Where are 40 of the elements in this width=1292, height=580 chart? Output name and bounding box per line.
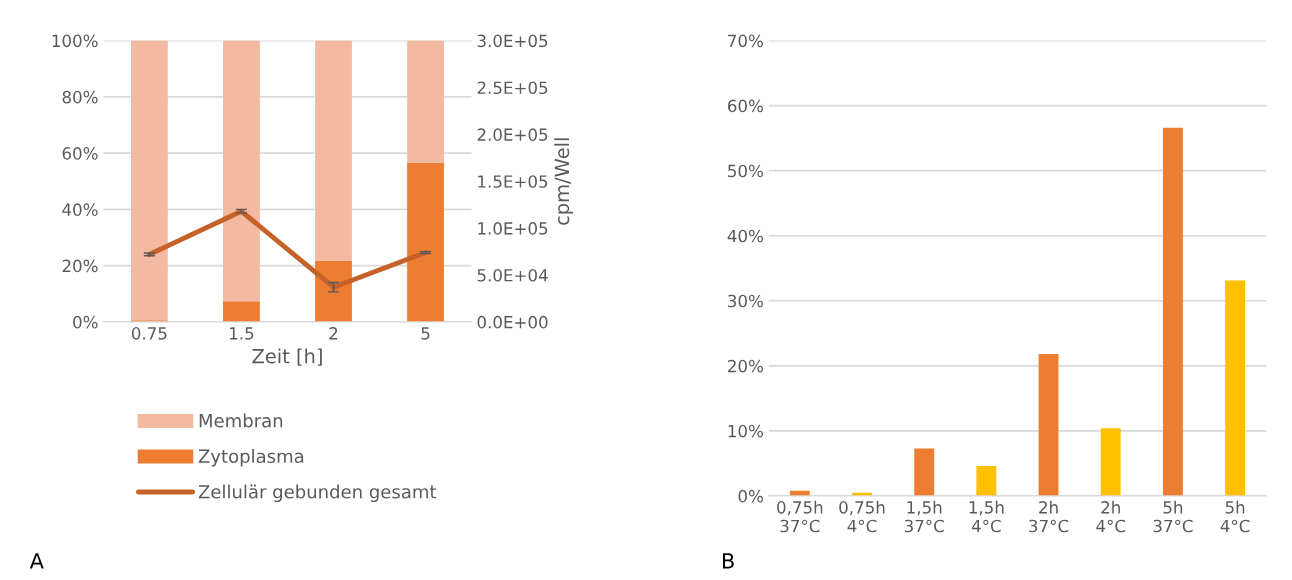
x-tick-label: 1,5h 37°C (904, 500, 944, 533)
y-tick-label: 20% (728, 359, 763, 373)
y2-tick-label: 2.5E+05 (477, 81, 548, 95)
y-tick-label: 40% (62, 203, 98, 216)
y-tick-label: 60% (728, 99, 763, 113)
x-tick-label: 1,5h 4°C (969, 500, 1004, 533)
y2-axis-title: cpm/Well (554, 138, 574, 225)
y-tick-label: 30% (728, 294, 763, 308)
legend-label: Membran (199, 413, 283, 428)
x-tick-label: 1.5 (230, 327, 254, 340)
x-tick-label: 0,75h 37°C (777, 500, 823, 533)
y-tick-label: 70% (728, 34, 763, 48)
y-tick-label: 60% (62, 147, 98, 160)
y2-tick-label: 1.5E+05 (478, 175, 548, 188)
x-tick-label: 5 (421, 327, 430, 340)
x-tick-label: 0.75 (131, 327, 167, 340)
x-tick-label: 2h 4°C (1096, 500, 1126, 533)
x-tick-label: 5h 37°C (1153, 500, 1193, 533)
text: A (29, 553, 44, 569)
y-tick-label: 10% (728, 424, 763, 438)
y2-tick-label: 1.0E+05 (478, 222, 548, 235)
y-tick-label: 80% (62, 90, 98, 104)
y-tick-label: 0% (73, 315, 98, 329)
legend-label: Zytoplasma (198, 449, 304, 467)
y-tick-label: 0% (738, 489, 763, 503)
x-tick-label: 2 (329, 327, 338, 340)
y-tick-label: 20% (62, 259, 98, 273)
y2-tick-label: 3.0E+05 (477, 34, 548, 48)
text: B (722, 553, 734, 569)
y-tick-label: 100% (52, 34, 98, 48)
y2-tick-label: 5.0E+04 (477, 268, 548, 282)
x-tick-label: 5h 4°C (1220, 500, 1250, 533)
x-axis-title: Zeit [h] (252, 348, 322, 366)
y-tick-label: 40% (727, 229, 763, 243)
y2-tick-label: 2.0E+05 (477, 128, 548, 141)
x-tick-label: 2h 37°C (1029, 500, 1069, 533)
y2-tick-label: 0.0E+00 (477, 315, 548, 329)
y-tick-label: 50% (728, 164, 763, 178)
x-tick-label: 0,75h 4°C (839, 500, 885, 533)
legend-label: Zellulär gebunden gesamt (198, 484, 437, 503)
